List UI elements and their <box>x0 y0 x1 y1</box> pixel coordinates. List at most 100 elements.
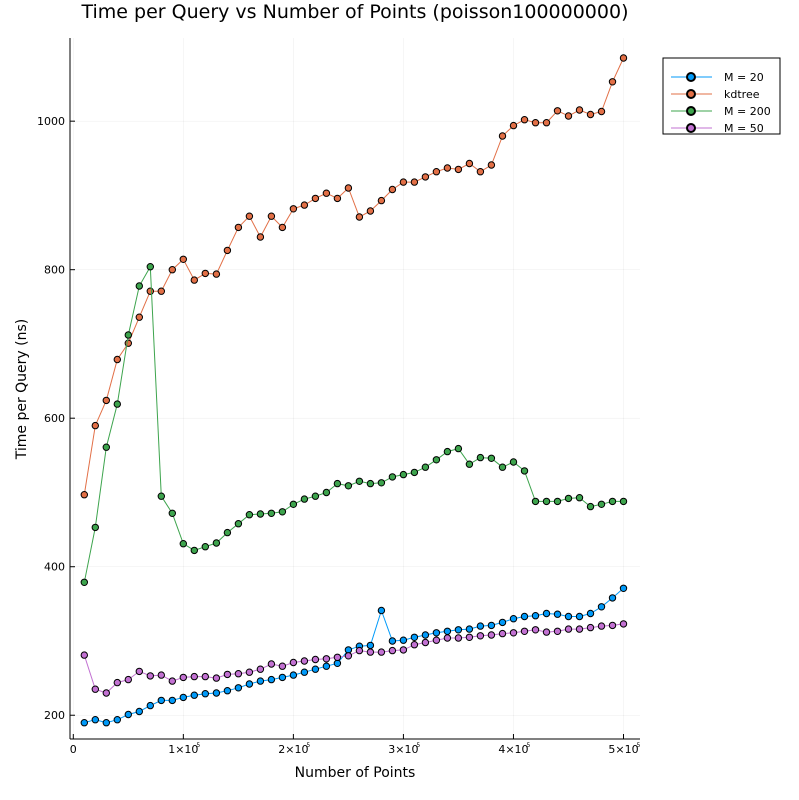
data-point <box>278 662 287 670</box>
data-point <box>399 636 408 644</box>
data-point <box>366 207 375 215</box>
data-point <box>531 612 540 620</box>
series-line <box>83 264 624 583</box>
data-point <box>157 287 166 295</box>
data-point <box>322 655 331 663</box>
data-point <box>377 606 386 615</box>
data-point <box>157 492 166 500</box>
data-point <box>443 164 452 172</box>
data-point <box>278 508 287 516</box>
data-point <box>619 54 628 62</box>
data-point <box>223 246 232 255</box>
data-point <box>333 479 342 488</box>
data-point <box>432 168 441 176</box>
data-point <box>465 625 474 633</box>
x-tick-label: 5×10 <box>608 743 638 756</box>
data-point <box>476 622 485 630</box>
data-point <box>553 610 562 618</box>
data-point <box>289 658 298 667</box>
data-point <box>113 355 122 364</box>
data-point <box>300 668 309 676</box>
data-point <box>575 625 584 633</box>
data-point <box>553 107 562 115</box>
data-point <box>421 638 430 647</box>
legend-label: M = 20 <box>724 71 764 84</box>
data-point <box>498 463 507 471</box>
data-point <box>124 710 133 719</box>
data-point <box>102 396 111 405</box>
data-point <box>443 634 452 642</box>
data-point <box>476 632 485 640</box>
y-tick-label: 800 <box>44 264 65 277</box>
y-tick-label: 1000 <box>37 115 65 128</box>
data-point <box>520 467 529 475</box>
data-point <box>168 696 177 705</box>
data-point <box>410 633 419 641</box>
data-point <box>234 684 243 692</box>
data-point <box>157 671 166 679</box>
data-point <box>542 119 551 127</box>
data-point <box>146 672 155 680</box>
x-tick-label: 2×10 <box>278 743 308 756</box>
x-tick-label: 4×10 <box>498 743 528 756</box>
data-point <box>311 492 320 500</box>
data-point <box>520 627 529 635</box>
legend-marker <box>686 106 696 116</box>
data-point <box>399 178 408 186</box>
data-point <box>432 636 441 644</box>
x-tick-label: 0 <box>70 743 77 756</box>
series-m-20 <box>80 584 628 727</box>
data-point <box>454 444 463 453</box>
data-point <box>410 468 419 477</box>
data-point <box>377 479 386 487</box>
data-point <box>311 655 320 664</box>
data-point <box>91 716 100 724</box>
data-point <box>410 178 419 186</box>
legend-label: M = 200 <box>724 105 771 118</box>
data-point <box>146 263 155 271</box>
series-kdtree <box>80 54 628 499</box>
data-point <box>608 78 617 86</box>
data-point <box>80 651 89 659</box>
y-tick-label: 200 <box>44 709 65 722</box>
data-point <box>432 629 441 637</box>
data-point <box>223 670 232 679</box>
data-point <box>509 121 518 130</box>
series-line <box>84 587 624 724</box>
data-point <box>212 270 221 278</box>
data-point <box>80 491 89 499</box>
data-point <box>179 693 188 702</box>
data-point <box>421 463 430 471</box>
data-point <box>509 615 518 623</box>
data-point <box>333 653 342 661</box>
data-point <box>179 255 188 263</box>
data-point <box>168 677 177 685</box>
data-point <box>278 673 287 682</box>
data-point <box>443 447 452 456</box>
data-point <box>322 662 331 670</box>
data-point <box>289 205 298 213</box>
data-point <box>91 421 100 430</box>
data-point <box>223 528 232 537</box>
data-point <box>322 189 331 197</box>
data-point <box>564 612 573 621</box>
data-point <box>531 119 540 127</box>
data-point <box>608 621 617 630</box>
data-point <box>355 477 364 485</box>
data-point <box>245 511 254 519</box>
series-m-200 <box>80 263 628 586</box>
data-point <box>91 685 100 693</box>
data-point <box>179 540 188 548</box>
data-point <box>146 287 155 295</box>
data-point <box>91 523 100 532</box>
data-point <box>388 646 397 655</box>
data-point <box>432 456 441 464</box>
data-point <box>135 313 144 321</box>
data-point <box>234 520 243 528</box>
data-point <box>124 331 133 339</box>
data-point <box>421 173 430 181</box>
legend-label: M = 50 <box>724 122 764 135</box>
data-point <box>113 678 122 687</box>
data-point <box>201 269 210 278</box>
